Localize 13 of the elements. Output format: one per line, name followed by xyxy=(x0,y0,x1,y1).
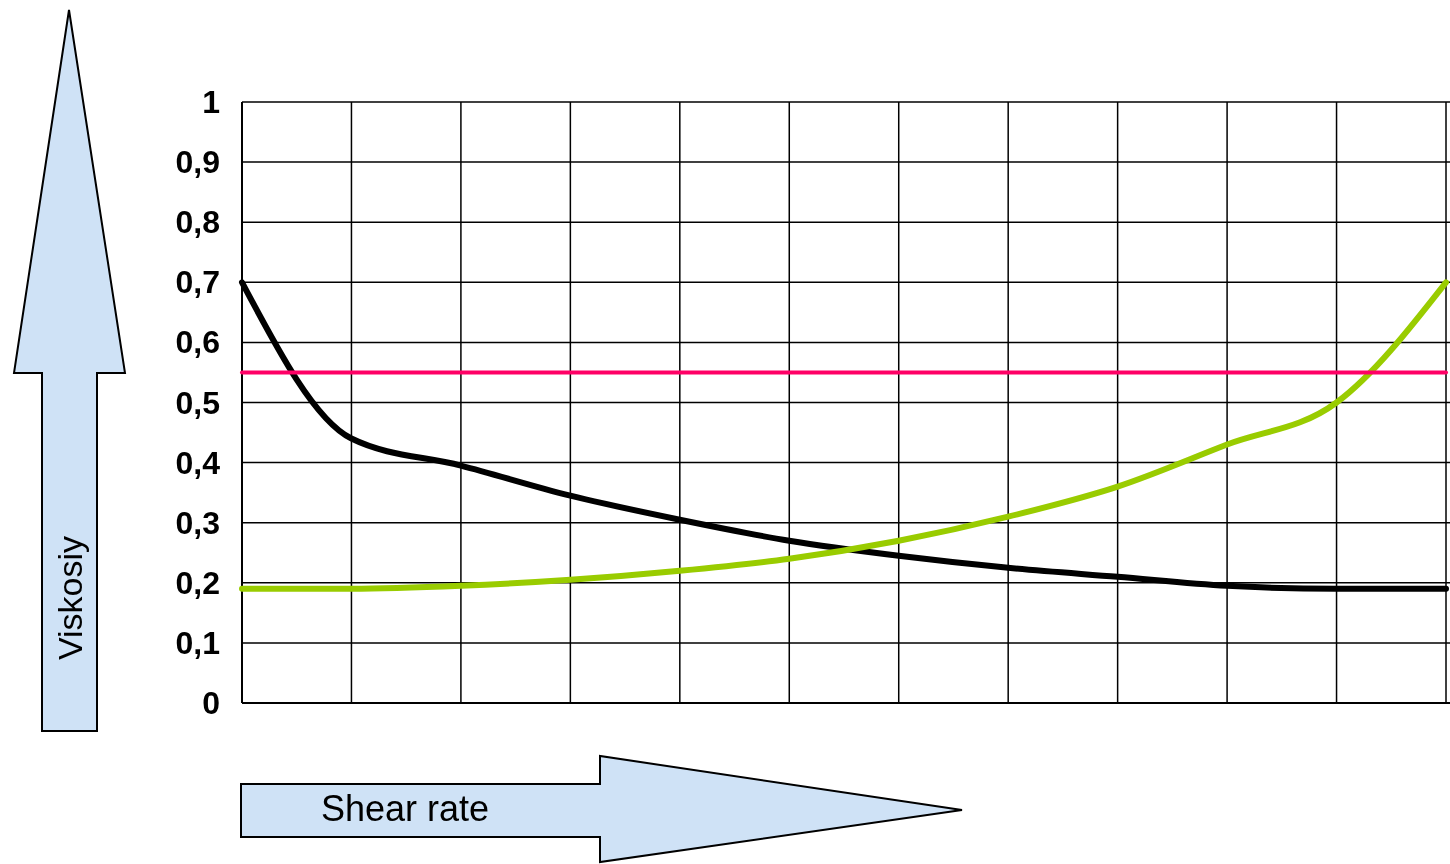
y-tick-label: 0,6 xyxy=(175,324,220,361)
y-tick-label: 0 xyxy=(202,685,220,721)
y-tick-label: 1 xyxy=(202,84,220,120)
y-axis-title: Viskosiy xyxy=(51,535,89,661)
y-tick-label: 0,1 xyxy=(175,624,220,661)
y-tick-label: 0,2 xyxy=(175,564,220,601)
x-axis-title: Shear rate xyxy=(320,787,490,829)
y-tick-label: 0,9 xyxy=(175,144,220,181)
y-tick-label: 0,5 xyxy=(175,384,220,421)
y-tick-label: 0,8 xyxy=(175,204,220,241)
y-tick-label: 0,3 xyxy=(175,504,220,541)
y-tick-label: 0,4 xyxy=(175,444,221,481)
y-tick-label: 0,7 xyxy=(175,264,220,301)
